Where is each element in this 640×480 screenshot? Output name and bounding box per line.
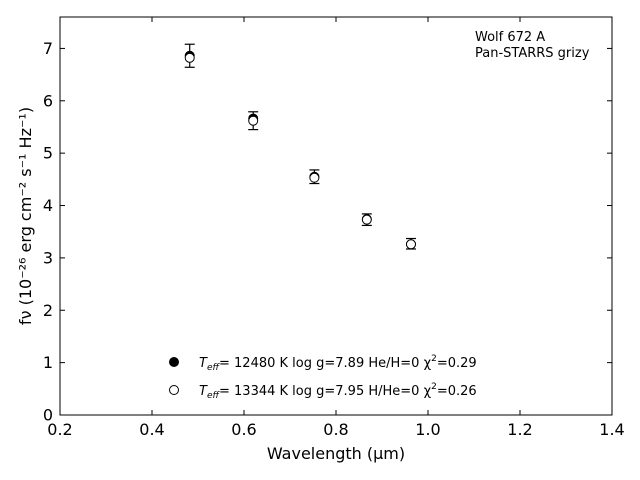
annotation-object-name: Wolf 672 A xyxy=(475,30,545,45)
legend-label-series-1: Teff= 12480 K log g=7.89 He/H=0 χ2=0.29 xyxy=(199,354,477,373)
model-point-open xyxy=(309,172,320,183)
model-point-open xyxy=(405,239,416,250)
x-tick-label: 1.4 xyxy=(599,420,624,439)
x-tick-label: 0.2 xyxy=(47,420,72,439)
y-tick-label: 7 xyxy=(43,39,53,58)
x-axis-label: Wavelength (μm) xyxy=(267,444,405,463)
legend: Teff= 12480 K log g=7.89 He/H=0 χ2=0.29 … xyxy=(169,354,477,401)
x-tick-label: 0.6 xyxy=(231,420,256,439)
model-point-open xyxy=(184,52,195,63)
axis-ticks: 0.2 0.4 0.6 0.8 1.0 1.2 1.4 0 1 2 3 4 5 6 7 xyxy=(43,17,625,439)
y-axis-label: fν (10⁻²⁶ erg cm⁻² s⁻¹ Hz⁻¹) xyxy=(16,107,35,325)
y-tick-label: 6 xyxy=(43,91,53,110)
y-tick-label: 3 xyxy=(43,248,53,267)
y-tick-label: 4 xyxy=(43,196,53,215)
model-point-open xyxy=(361,214,372,225)
y-tick-label: 2 xyxy=(43,301,53,320)
y-tick-label: 1 xyxy=(43,353,53,372)
data-points xyxy=(184,43,416,250)
legend-marker-series-1 xyxy=(169,357,179,367)
x-tick-label: 0.4 xyxy=(139,420,164,439)
x-tick-label: 1.0 xyxy=(415,420,440,439)
x-tick-label: 0.8 xyxy=(323,420,348,439)
y-tick-label: 5 xyxy=(43,144,53,163)
model-point-open xyxy=(248,115,259,126)
legend-marker-series-2 xyxy=(169,385,179,395)
annotation-survey: Pan-STARRS grizy xyxy=(475,46,590,61)
y-tick-label: 0 xyxy=(43,406,53,425)
x-tick-label: 1.2 xyxy=(507,420,532,439)
legend-label-series-2: Teff= 13344 K log g=7.95 H/He=0 χ2=0.26 xyxy=(199,382,477,401)
